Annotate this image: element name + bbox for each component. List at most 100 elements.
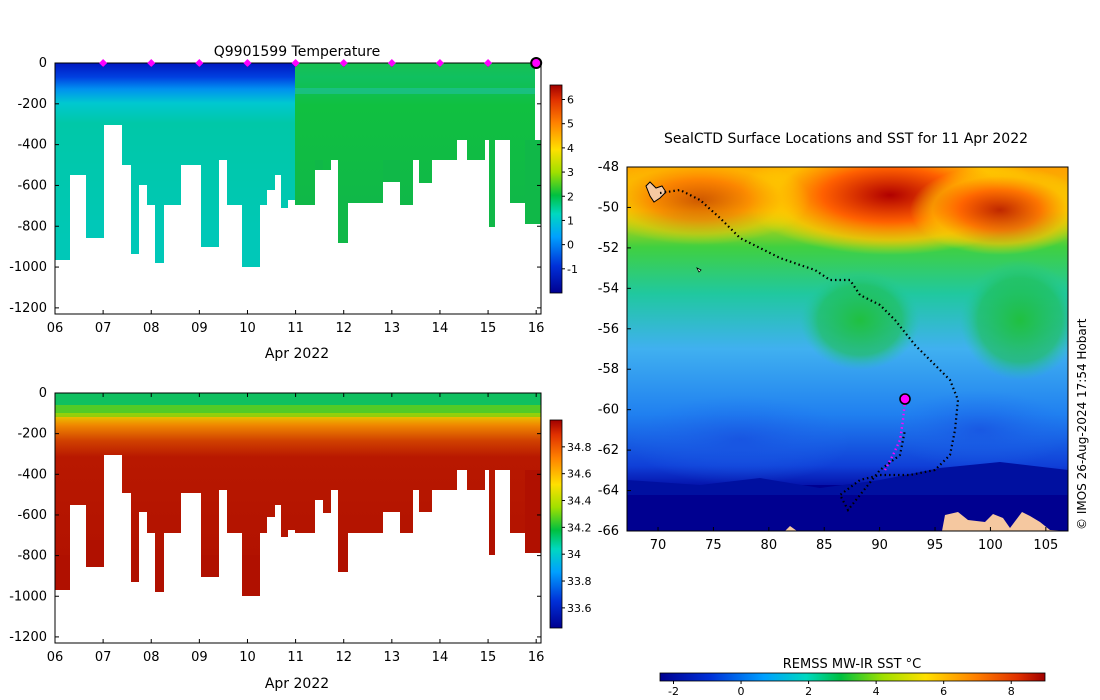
sst-map-panel: SealCTD Surface Locations and SST for 11… bbox=[598, 131, 1089, 698]
lon-tick-label: 105 bbox=[1033, 538, 1058, 553]
current-profile-marker bbox=[530, 57, 543, 69]
temperature-x-label: Apr 2022 bbox=[265, 346, 329, 362]
x-tick-label: 08 bbox=[143, 321, 160, 336]
x-tick-label: 12 bbox=[335, 321, 352, 336]
x-tick-label: 13 bbox=[384, 321, 401, 336]
temperature-section-panel: Q9901599 Temperature bbox=[9, 44, 578, 362]
lon-tick-label: 70 bbox=[650, 538, 667, 553]
colorbar-tick-label: 34.4 bbox=[567, 495, 592, 508]
profile-marker bbox=[243, 59, 252, 67]
temperature-colorbar bbox=[549, 84, 563, 294]
sst-colorbar-label: REMSS MW-IR SST °C bbox=[783, 657, 922, 672]
y-tick-label: -1200 bbox=[9, 301, 47, 316]
profile-marker bbox=[99, 59, 108, 67]
x-tick-label: 06 bbox=[47, 650, 64, 665]
profile-markers bbox=[99, 57, 543, 69]
profile-marker bbox=[339, 59, 348, 67]
y-tick-label: -600 bbox=[17, 508, 47, 523]
profile-marker bbox=[435, 59, 444, 67]
sst-colorbar-tick-label: 2 bbox=[805, 685, 812, 698]
colorbar-tick-label: 0 bbox=[567, 239, 574, 252]
lat-tick-label: -64 bbox=[598, 484, 619, 499]
salinity-axes-frame bbox=[54, 392, 542, 644]
colorbar-tick-label: 5 bbox=[567, 118, 574, 131]
profile-marker bbox=[195, 59, 204, 67]
colorbar-tick-label: 1 bbox=[567, 214, 574, 227]
salinity-x-ticks: 06 07 08 09 10 11 12 13 14 15 16 bbox=[47, 393, 545, 665]
lon-tick-label: 85 bbox=[816, 538, 833, 553]
x-tick-label: 07 bbox=[95, 650, 112, 665]
x-tick-label: 12 bbox=[335, 650, 352, 665]
x-tick-label: 09 bbox=[191, 321, 208, 336]
lat-tick-label: -60 bbox=[598, 403, 619, 418]
salinity-x-label: Apr 2022 bbox=[265, 676, 329, 692]
sst-colorbar-tick-label: -2 bbox=[668, 685, 679, 698]
lon-tick-label: 80 bbox=[761, 538, 778, 553]
x-tick-label: 06 bbox=[47, 321, 64, 336]
map-lat-ticks: -48 -50 -52 -54 -56 -58 -60 -62 -64 -66 bbox=[598, 160, 631, 539]
x-tick-label: 11 bbox=[287, 650, 304, 665]
current-position-marker bbox=[899, 393, 911, 405]
map-title: SealCTD Surface Locations and SST for 11… bbox=[664, 131, 1028, 147]
y-tick-label: -200 bbox=[17, 427, 47, 442]
temperature-y-ticks: 0 -200 -400 -600 -800 -1000 -1200 bbox=[9, 56, 541, 316]
temperature-colorbar-ticks: -1 0 1 2 3 4 5 6 bbox=[562, 94, 578, 276]
y-tick-label: -400 bbox=[17, 138, 47, 153]
seal-track bbox=[659, 188, 960, 512]
sst-colorbar bbox=[659, 672, 1046, 682]
y-tick-label: -1200 bbox=[9, 630, 47, 645]
y-tick-label: -1000 bbox=[9, 589, 47, 604]
profile-marker bbox=[147, 59, 156, 67]
x-tick-label: 15 bbox=[480, 321, 497, 336]
colorbar-tick-label: 6 bbox=[567, 94, 574, 107]
x-tick-label: 07 bbox=[95, 321, 112, 336]
x-tick-label: 10 bbox=[239, 321, 256, 336]
profile-marker bbox=[291, 59, 300, 67]
colorbar-tick-label: 4 bbox=[567, 142, 574, 155]
sst-colorbar-ticks: -2 0 2 4 6 8 bbox=[668, 681, 1015, 698]
lat-tick-label: -56 bbox=[598, 322, 619, 337]
y-tick-label: -800 bbox=[17, 219, 47, 234]
colorbar-tick-label: 3 bbox=[567, 166, 574, 179]
sst-field bbox=[627, 167, 1068, 531]
salinity-section-panel: 06 07 08 09 10 11 12 13 14 15 16 0 -200 -400 -600 -800… bbox=[9, 386, 591, 692]
salinity-y-ticks: 0 -200 -400 -600 -800 -1000 -1200 bbox=[9, 386, 541, 645]
lat-tick-label: -54 bbox=[598, 281, 619, 296]
lat-tick-label: -52 bbox=[598, 241, 619, 256]
temperature-section-fill bbox=[55, 63, 541, 270]
salinity-colorbar-ticks: 33.6 33.8 34 34.2 34.4 34.6 34.8 bbox=[562, 441, 592, 615]
salinity-colorbar bbox=[549, 419, 563, 629]
credit-text: © IMOS 26-Aug-2024 17:54 Hobart bbox=[1075, 318, 1089, 530]
lon-tick-label: 75 bbox=[705, 538, 722, 553]
y-tick-label: 0 bbox=[39, 386, 47, 401]
y-tick-label: -800 bbox=[17, 549, 47, 564]
colorbar-tick-label: 33.6 bbox=[567, 602, 592, 615]
sst-colorbar-tick-label: 6 bbox=[940, 685, 947, 698]
x-tick-label: 13 bbox=[384, 650, 401, 665]
x-tick-label: 16 bbox=[528, 650, 545, 665]
x-tick-label: 14 bbox=[432, 650, 449, 665]
lat-tick-label: -58 bbox=[598, 362, 619, 377]
y-tick-label: -600 bbox=[17, 178, 47, 193]
colorbar-tick-label: 34.2 bbox=[567, 521, 592, 534]
profile-marker bbox=[387, 59, 396, 67]
lat-tick-label: -66 bbox=[598, 524, 619, 539]
temperature-x-ticks: 06 07 08 09 10 11 12 13 14 15 16 bbox=[47, 63, 544, 336]
lat-tick-label: -50 bbox=[598, 200, 619, 215]
y-tick-label: -200 bbox=[17, 97, 47, 112]
land-antarctica bbox=[785, 512, 1068, 531]
sst-colorbar-tick-label: 4 bbox=[873, 685, 880, 698]
lon-tick-label: 90 bbox=[871, 538, 888, 553]
x-tick-label: 09 bbox=[191, 650, 208, 665]
lat-tick-label: -48 bbox=[598, 160, 619, 175]
y-tick-label: -400 bbox=[17, 467, 47, 482]
x-tick-label: 14 bbox=[432, 321, 449, 336]
map-lon-ticks: 70 75 80 85 90 95 100 105 bbox=[650, 527, 1058, 553]
x-tick-label: 08 bbox=[143, 650, 160, 665]
y-tick-label: 0 bbox=[39, 56, 47, 71]
colorbar-tick-label: 33.8 bbox=[567, 575, 592, 588]
lat-tick-label: -62 bbox=[598, 443, 619, 458]
land-kerguelen bbox=[645, 181, 702, 273]
colorbar-tick-label: 34.8 bbox=[567, 441, 592, 454]
